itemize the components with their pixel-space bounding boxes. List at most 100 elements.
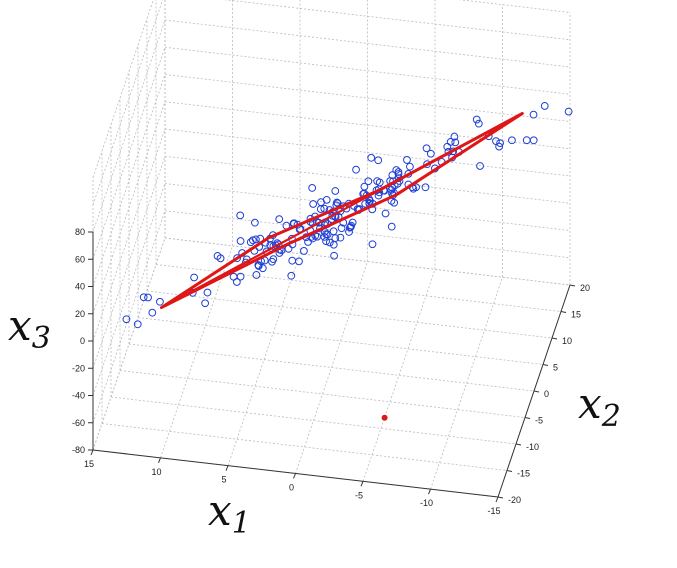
- data-point: [322, 230, 330, 239]
- data-point: [300, 247, 308, 255]
- wall-grid-line: [92, 128, 166, 342]
- data-point: [232, 278, 241, 286]
- data-point: [329, 240, 338, 249]
- data-point: [406, 162, 414, 171]
- data-point: [133, 320, 142, 329]
- x3-tick-label: 20: [75, 309, 85, 319]
- wall-grid-line: [92, 0, 163, 205]
- data-point: [403, 156, 411, 164]
- data-point: [496, 139, 504, 148]
- data-point: [476, 162, 484, 170]
- data-point: [148, 308, 157, 317]
- data-point: [333, 198, 341, 207]
- wall-grid-line: [164, 74, 571, 122]
- data-point: [337, 224, 346, 233]
- data-point: [201, 299, 210, 308]
- x1-tick-mark: [90, 449, 94, 456]
- x2-tick-mark: [569, 284, 576, 287]
- data-point: [367, 153, 376, 162]
- data-point: [443, 142, 452, 151]
- axis-labels: x3 x2 x1: [8, 301, 621, 541]
- x3-tick-label: -80: [72, 445, 85, 455]
- data-point: [345, 223, 354, 232]
- data-point: [122, 315, 131, 324]
- grid-lines: [92, 0, 571, 498]
- wall-grid-line: [92, 101, 166, 314]
- data-point: [564, 107, 573, 116]
- x3-tick-label: 40: [75, 282, 85, 292]
- x2-tick-label: -10: [526, 442, 539, 452]
- data-point: [330, 251, 338, 260]
- data-point: [446, 137, 455, 146]
- data-point: [364, 177, 373, 186]
- tick-labels: 80 60 40 20 0 -20 -40 -60 -80 15 10 5 0 -5 -10 -15 20 15 1…: [72, 227, 590, 516]
- hull-diagonal: [160, 112, 523, 309]
- data-point: [317, 198, 325, 207]
- x2-tick-mark: [542, 364, 549, 366]
- x2-tick-label: 0: [544, 389, 549, 399]
- wall-grid-line: [92, 237, 166, 451]
- data-point: [374, 156, 383, 165]
- x1-tick-label: 15: [84, 459, 94, 469]
- data-point: [331, 187, 340, 195]
- x3-axis-label: x3: [8, 301, 51, 356]
- x2-tick-mark: [533, 390, 540, 393]
- data-point: [347, 221, 356, 230]
- x3-tick-label: -40: [72, 391, 85, 401]
- floor-grid-line: [362, 269, 436, 482]
- x3-tick-label: 60: [75, 254, 85, 264]
- wall-grid-line: [458, 0, 571, 13]
- data-point: [421, 183, 430, 192]
- data-point: [295, 257, 303, 266]
- data-point: [309, 200, 318, 208]
- x2-axis-label: x2: [578, 379, 621, 434]
- x1-tick-mark: [293, 473, 296, 479]
- x1-axis-label: x1: [208, 486, 251, 541]
- data-point: [203, 288, 212, 297]
- x2-tick-label: 10: [562, 336, 572, 346]
- data-point: [325, 238, 334, 247]
- data-point: [139, 293, 148, 302]
- data-point: [451, 138, 460, 147]
- data-point: [422, 144, 431, 153]
- x2-tick-label: 15: [571, 310, 581, 320]
- wall-grid-line: [92, 183, 166, 396]
- data-point: [529, 110, 538, 119]
- data-point: [236, 237, 245, 245]
- convex-hull: [159, 111, 524, 421]
- x1-tick-mark: [495, 496, 499, 503]
- x1-tick-label: 0: [289, 483, 294, 493]
- data-point: [472, 115, 481, 124]
- floor-grid-line: [137, 317, 544, 365]
- x1-tick-label: 5: [221, 475, 226, 485]
- data-point: [336, 233, 345, 242]
- data-point: [190, 273, 199, 282]
- data-point: [392, 166, 401, 174]
- red-point: [381, 414, 388, 421]
- floor-grid-line: [160, 245, 233, 458]
- data-point: [308, 234, 317, 243]
- data-point: [522, 136, 531, 145]
- data-point: [320, 204, 329, 213]
- x3-tick-label: 0: [80, 336, 85, 346]
- floor-grid-line: [227, 253, 301, 466]
- data-point: [156, 297, 164, 306]
- wall-grid-line: [92, 74, 166, 287]
- floor-grid-line: [119, 370, 526, 418]
- data-point: [540, 102, 549, 110]
- data-point: [360, 182, 369, 191]
- x1-tick-mark: [360, 481, 364, 487]
- data-point: [233, 254, 242, 263]
- x2-tick-label: 20: [580, 283, 590, 293]
- data-point: [252, 271, 261, 279]
- floor-grid-line: [295, 261, 368, 474]
- data-point: [474, 119, 483, 128]
- x2-tick-mark: [497, 496, 504, 499]
- x2-tick-label: -5: [535, 416, 543, 426]
- x3-tick-label: -20: [72, 363, 85, 373]
- data-point: [387, 222, 396, 231]
- floor-grid-line: [430, 277, 503, 490]
- x2-tick-mark: [515, 443, 522, 446]
- data-point: [492, 137, 500, 145]
